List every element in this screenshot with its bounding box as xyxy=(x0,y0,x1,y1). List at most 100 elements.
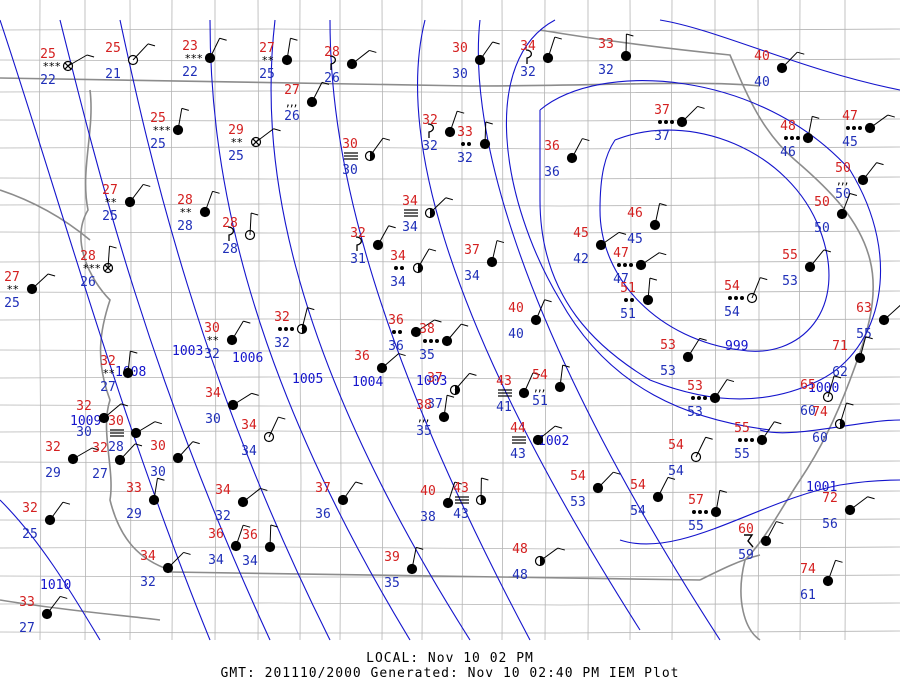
wind-barb xyxy=(537,425,556,441)
rain-icon xyxy=(740,296,744,300)
dewpoint-label: 28 xyxy=(222,242,238,257)
station-plot: 45 42 xyxy=(573,226,627,267)
wind-barb xyxy=(381,353,399,369)
isobar-line xyxy=(619,479,900,545)
wind-barb-flag xyxy=(91,447,100,451)
wind-barb-flag xyxy=(134,443,143,447)
rain-icon xyxy=(692,510,696,514)
temperature-label: 57 xyxy=(688,493,704,508)
temperature-label: 32 xyxy=(274,310,290,325)
station-plot: * *27 25 xyxy=(259,37,298,82)
county-line xyxy=(844,0,847,641)
dewpoint-label: 60 xyxy=(812,431,828,446)
dewpoint-label: 31 xyxy=(350,252,366,267)
county-line xyxy=(0,348,900,352)
station-plot: 74 61 xyxy=(800,559,843,603)
dewpoint-label: 37 xyxy=(427,397,443,412)
temperature-label: 54 xyxy=(668,438,684,453)
wind-barb xyxy=(761,421,775,441)
dewpoint-label: 53 xyxy=(570,495,586,510)
wind-barb-flag xyxy=(388,225,396,229)
wind-barb xyxy=(135,421,156,434)
county-line xyxy=(501,0,504,641)
dewpoint-label: 50 xyxy=(835,187,851,202)
wind-barb xyxy=(687,338,701,358)
sky-cover-fill xyxy=(481,495,486,505)
dewpoint-label: 54 xyxy=(630,504,646,519)
temperature-label: 30 xyxy=(108,414,124,429)
dewpoint-label: 53 xyxy=(660,364,676,379)
dewpoint-label: 36 xyxy=(315,507,331,522)
snow-icon: * xyxy=(159,124,165,137)
county-line xyxy=(0,574,900,578)
county-line xyxy=(257,0,260,641)
dewpoint-label: 29 xyxy=(126,507,142,522)
wind-barb-flag xyxy=(833,375,842,379)
temperature-label: 36 xyxy=(544,139,560,154)
station-plot: ,,,27 26 xyxy=(284,81,330,124)
dewpoint-label: 43 xyxy=(510,447,526,462)
dewpoint-label: 35 xyxy=(419,348,435,363)
snow-icon: * xyxy=(191,52,197,65)
freezing-icon xyxy=(525,49,533,64)
temperature-label: 37 xyxy=(315,481,331,496)
temperature-label: 25 xyxy=(40,47,56,62)
temperature-label: 40 xyxy=(508,301,524,316)
isobar-line xyxy=(659,19,900,91)
county-line xyxy=(214,0,217,641)
dewpoint-label: 32 xyxy=(204,347,220,362)
county-line xyxy=(0,203,900,207)
dewpoint-label: 55 xyxy=(856,327,872,342)
county-line xyxy=(0,376,900,380)
station-plot: 74 60 xyxy=(812,402,854,446)
temperature-label: 34 xyxy=(402,194,418,209)
temperature-label: 51 xyxy=(620,281,636,296)
wind-barb xyxy=(103,403,122,419)
county-line xyxy=(757,0,760,641)
wind-barb-flag xyxy=(532,372,541,376)
wind-barb-flag xyxy=(270,524,278,528)
wind-barb xyxy=(841,193,851,215)
station-plot: 40 38 xyxy=(420,481,462,525)
wind-barb-flag xyxy=(613,471,621,475)
temperature-label: 28 xyxy=(80,249,96,264)
dewpoint-label: 40 xyxy=(508,327,524,342)
dewpoint-label: 25 xyxy=(4,296,20,311)
wind-barb-flag xyxy=(369,49,377,53)
temperature-label: 37 xyxy=(464,243,480,258)
wind-barb-flag xyxy=(554,36,562,40)
isobar-line xyxy=(0,499,101,641)
wind-barb-flag xyxy=(469,372,477,376)
snow-icon: * xyxy=(165,124,171,137)
rain-icon xyxy=(796,136,800,140)
wind-barb xyxy=(67,54,88,67)
temperature-label: 46 xyxy=(627,206,643,221)
county-line xyxy=(629,0,632,641)
isobar-line xyxy=(505,19,771,431)
temperature-label: 34 xyxy=(520,39,536,54)
rain-icon xyxy=(392,330,396,334)
temperature-label: 25 xyxy=(150,111,166,126)
temperature-label: 54 xyxy=(630,478,646,493)
wind-barb-flag xyxy=(445,197,453,201)
sky-cover-fill xyxy=(302,324,307,334)
temperature-label: 28 xyxy=(177,193,193,208)
wind-barb-flag xyxy=(557,547,565,551)
dewpoint-label: 32 xyxy=(422,139,438,154)
station-plot: 34 32 xyxy=(215,483,268,524)
temperature-label: 36 xyxy=(242,528,258,543)
snow-icon: * xyxy=(7,283,13,296)
dewpoint-label: 42 xyxy=(573,252,589,267)
rain-icon xyxy=(623,263,627,267)
dewpoint-label: 26 xyxy=(284,109,300,124)
drizzle-icon: ,,, xyxy=(534,380,545,394)
thunderstorm-icon xyxy=(744,534,754,548)
rain-icon xyxy=(697,396,701,400)
wind-barb-flag xyxy=(554,425,563,429)
wind-barb-flag xyxy=(697,105,705,109)
snow-icon: * xyxy=(207,334,213,347)
temperature-label: 34 xyxy=(215,483,231,498)
temperature-label: 48 xyxy=(780,119,796,134)
